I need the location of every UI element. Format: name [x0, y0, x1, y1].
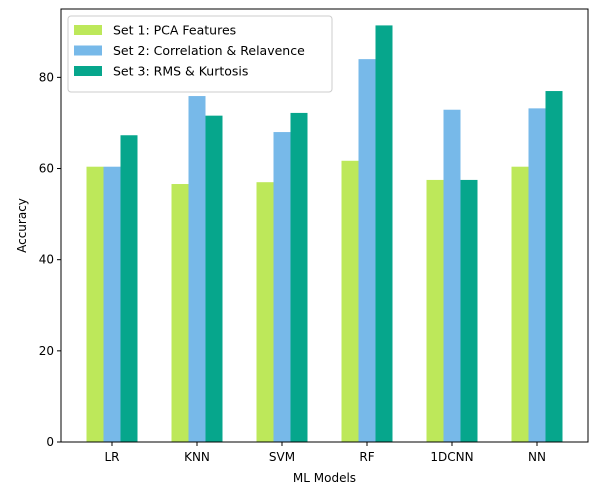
x-axis-label: ML Models	[293, 471, 356, 485]
y-axis: 0 20 40 60 80	[39, 70, 61, 449]
bar-nn-series-3	[545, 91, 563, 442]
legend-swatch-series-3	[74, 66, 102, 76]
bar-rf-series-2	[358, 59, 376, 442]
y-tick-label: 40	[39, 253, 54, 267]
x-tick-label-nn: NN	[528, 450, 546, 464]
legend-swatch-series-1	[74, 25, 102, 35]
legend-swatch-series-2	[74, 45, 102, 56]
bar-rf-series-1	[341, 160, 359, 442]
bar-svm-series-1	[256, 182, 274, 442]
x-tick-label-rf: RF	[359, 450, 374, 464]
bar-nn-series-2	[528, 108, 546, 442]
y-tick-label: 20	[39, 344, 54, 358]
bar-knn-series-1	[171, 184, 189, 442]
bar-lr-series-3	[120, 135, 138, 443]
legend-label-series-2: Set 2: Correlation & Relavence	[113, 43, 305, 58]
y-tick-label: 60	[39, 162, 54, 176]
bar-1dcnn-series-3	[460, 179, 478, 442]
bars-group	[86, 25, 563, 443]
legend-box	[67, 15, 333, 93]
y-tick-label: 0	[46, 435, 54, 449]
bar-knn-series-3	[205, 115, 223, 443]
legend-label-series-3: Set 3: RMS & Kurtosis	[113, 64, 248, 79]
bar-lr-series-2	[103, 166, 121, 442]
y-axis-label: Accuracy	[15, 198, 29, 253]
bar-nn-series-1	[511, 166, 529, 442]
x-tick-label-svm: SVM	[269, 450, 295, 464]
x-tick-label-knn: KNN	[184, 450, 210, 464]
legend: Set 1: PCA Features Set 2: Correlation & …	[67, 15, 333, 93]
bar-knn-series-2	[188, 96, 206, 442]
x-tick-label-1dcnn: 1DCNN	[430, 450, 473, 464]
legend-label-series-1: Set 1: PCA Features	[113, 23, 236, 38]
x-tick-label-lr: LR	[104, 450, 119, 464]
bar-svm-series-3	[290, 112, 308, 443]
bar-1dcnn-series-1	[426, 179, 444, 442]
bar-rf-series-3	[375, 25, 393, 443]
bar-svm-series-2	[273, 132, 291, 442]
bar-1dcnn-series-2	[443, 109, 461, 442]
y-tick-label: 80	[39, 70, 54, 84]
bar-lr-series-1	[86, 166, 104, 442]
plot-frame	[60, 8, 589, 443]
x-axis: LR KNN SVM RF 1DCNN NN	[104, 442, 546, 464]
